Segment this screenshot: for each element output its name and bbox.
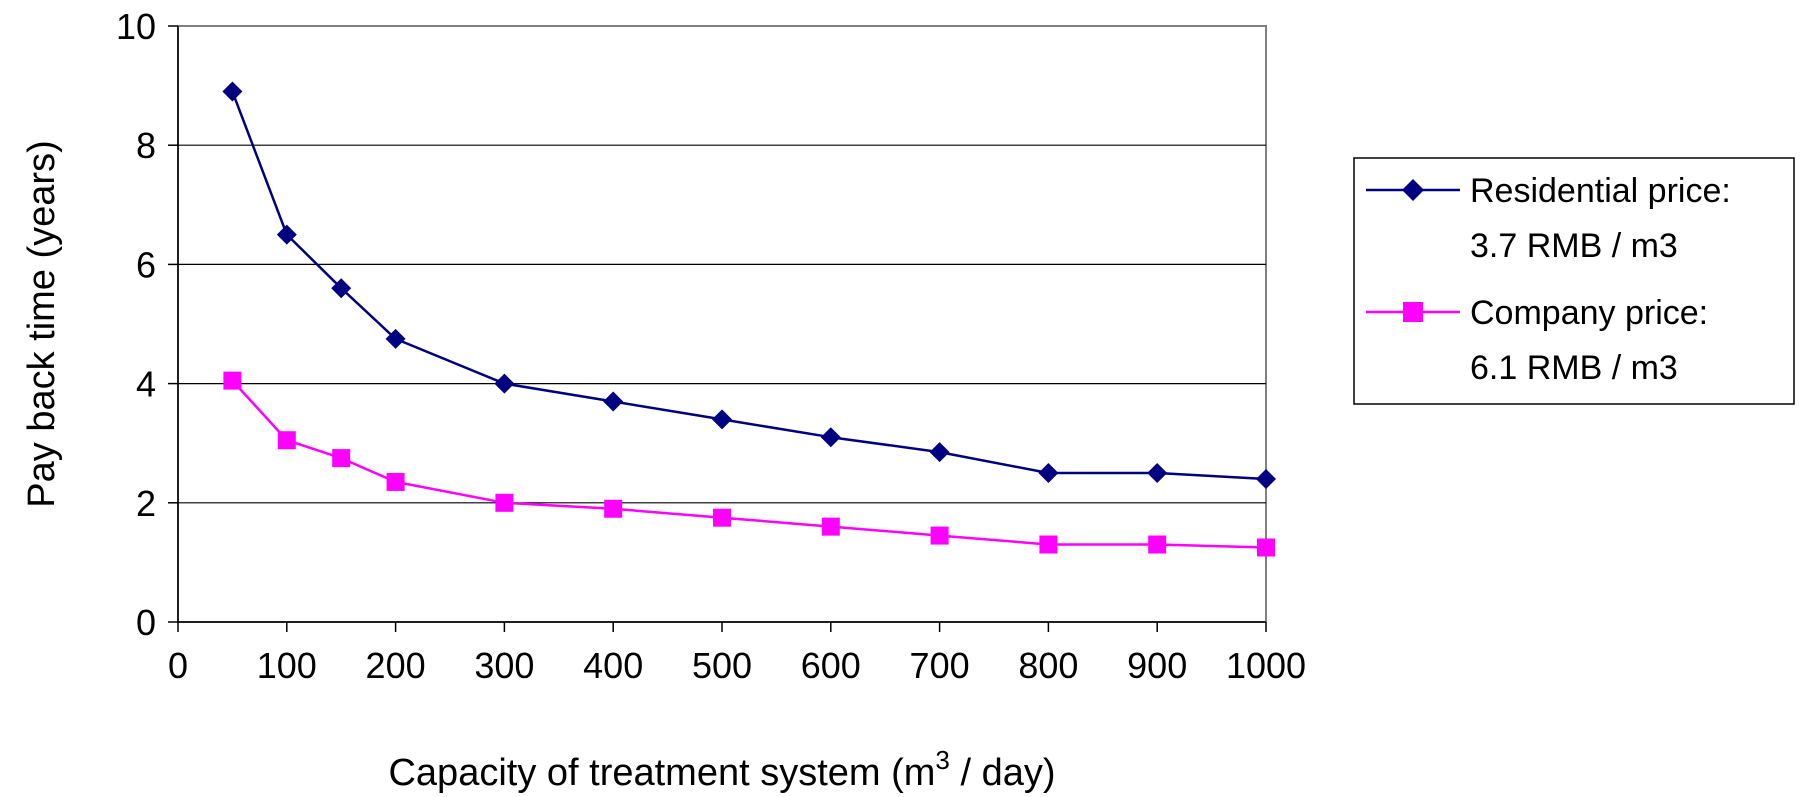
y-tick-label: 0 — [136, 602, 156, 643]
series-company — [223, 371, 1275, 557]
x-tick-label: 100 — [257, 645, 317, 686]
data-point-diamond — [385, 328, 406, 349]
y-tick-label: 2 — [136, 483, 156, 524]
data-point-square — [821, 517, 840, 536]
x-tick-label: 600 — [801, 645, 861, 686]
data-point-square — [713, 508, 731, 527]
series-residential — [222, 81, 1276, 489]
data-point-diamond — [712, 409, 732, 430]
x-tick-label: 700 — [910, 645, 970, 686]
x-tick-label: 500 — [692, 645, 752, 686]
x-tick-label: 1000 — [1226, 645, 1306, 686]
data-point-diamond — [820, 427, 841, 448]
series-layer — [222, 81, 1276, 557]
data-point-square — [1148, 535, 1167, 554]
x-axis-title-suffix: / day) — [950, 752, 1056, 794]
y-tick-label: 6 — [136, 244, 156, 285]
data-point-square — [386, 472, 405, 491]
gridlines — [178, 144, 1266, 504]
x-tick-label: 400 — [583, 645, 643, 686]
x-axis-title: Capacity of treatment system (m3 / day) — [388, 745, 1055, 794]
data-point-diamond — [222, 81, 243, 102]
data-point-diamond — [1038, 463, 1059, 483]
x-axis-title-main: Capacity of treatment system (m — [388, 752, 935, 794]
x-tick-label: 800 — [1018, 645, 1078, 686]
x-axis-title-superscript: 3 — [935, 745, 949, 775]
legend-label-company-line2: 6.1 RMB / m3 — [1470, 349, 1678, 387]
data-point-square — [332, 449, 351, 468]
data-point-square — [1039, 535, 1058, 554]
data-point-diamond — [276, 224, 297, 245]
data-point-diamond — [929, 442, 950, 463]
series-line — [231, 379, 1267, 549]
data-point-square — [277, 431, 296, 450]
x-tick-label: 200 — [366, 645, 426, 686]
y-axis-title: Pay back time (years) — [21, 140, 63, 507]
plot-area — [177, 25, 1267, 623]
legend-box — [1353, 157, 1795, 405]
data-point-square — [604, 499, 623, 518]
data-point-square — [495, 493, 514, 512]
data-point-square — [223, 371, 242, 390]
data-point-diamond — [331, 278, 352, 299]
x-tick-label: 300 — [474, 645, 534, 686]
data-point-square — [1257, 538, 1275, 557]
x-tick-label: 900 — [1127, 645, 1187, 686]
x-tick-label: 0 — [168, 645, 188, 686]
legend-label-company: Company price: — [1470, 294, 1708, 332]
legend-label-residential: Residential price: — [1470, 172, 1731, 210]
data-point-square — [930, 526, 949, 545]
y-tick-label: 4 — [136, 364, 156, 405]
data-point-diamond — [494, 373, 515, 394]
y-tick-label: 10 — [116, 6, 156, 47]
data-point-diamond — [1256, 468, 1276, 489]
y-tick-label: 8 — [136, 125, 156, 166]
legend: Residential price: 3.7 RMB / m3 Company … — [1353, 157, 1795, 405]
data-point-diamond — [1147, 463, 1168, 483]
legend-label-residential-line2: 3.7 RMB / m3 — [1470, 227, 1678, 265]
data-point-diamond — [603, 391, 624, 412]
legend-marker-residential — [1402, 179, 1424, 201]
legend-marker-company — [1403, 302, 1423, 322]
series-line — [231, 91, 1267, 481]
